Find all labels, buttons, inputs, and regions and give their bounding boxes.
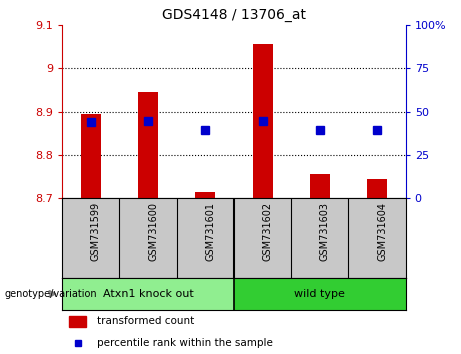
Text: percentile rank within the sample: percentile rank within the sample: [97, 338, 272, 348]
Bar: [195, 192, 215, 198]
Bar: [310, 175, 330, 198]
Text: GSM731602: GSM731602: [263, 202, 272, 261]
Text: GSM731599: GSM731599: [91, 202, 101, 261]
Bar: [62, 278, 234, 310]
Text: GSM731603: GSM731603: [320, 202, 330, 261]
Text: wild type: wild type: [295, 289, 345, 299]
Bar: [367, 179, 387, 198]
Bar: [138, 92, 158, 198]
Bar: [69, 315, 86, 326]
Bar: [253, 44, 272, 198]
Title: GDS4148 / 13706_at: GDS4148 / 13706_at: [162, 8, 306, 22]
Text: transformed count: transformed count: [97, 316, 194, 326]
Text: genotype/variation: genotype/variation: [5, 289, 97, 299]
Text: GSM731600: GSM731600: [148, 202, 158, 261]
Bar: [81, 114, 101, 198]
Text: GSM731601: GSM731601: [205, 202, 215, 261]
Text: Atxn1 knock out: Atxn1 knock out: [103, 289, 194, 299]
Bar: [234, 278, 406, 310]
Text: GSM731604: GSM731604: [377, 202, 387, 261]
